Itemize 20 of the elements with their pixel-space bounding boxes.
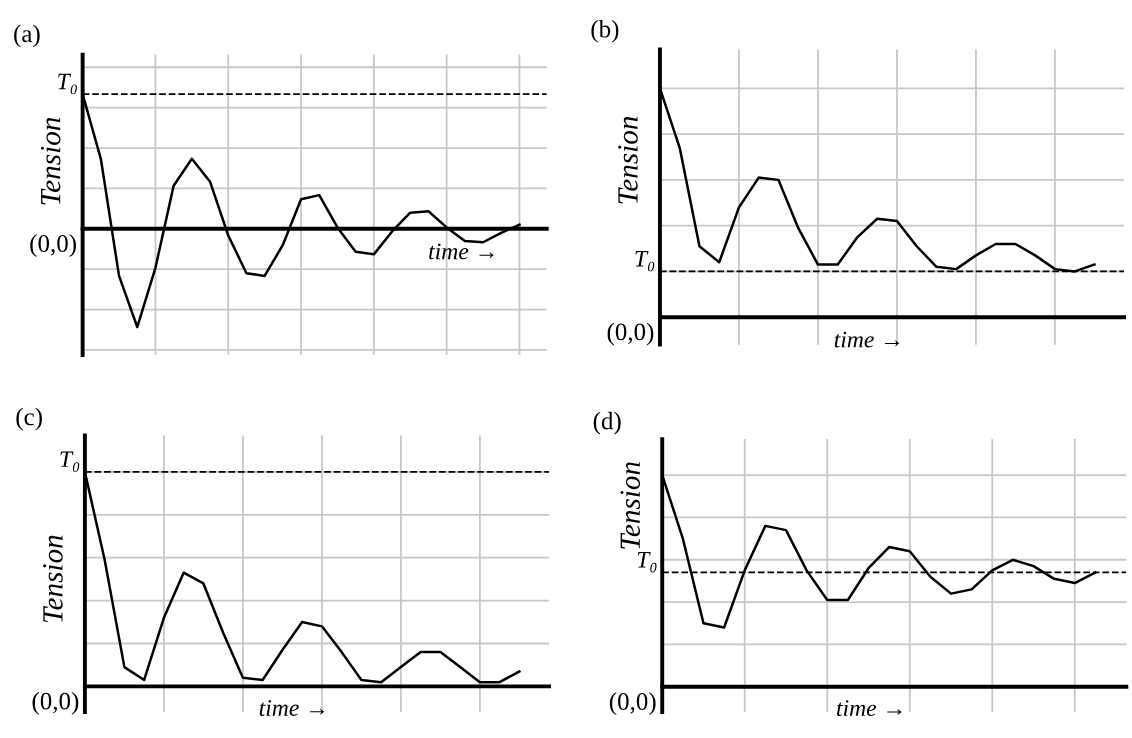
annotation: time → (429, 243, 494, 260)
text: time → (259, 700, 325, 716)
chart-title: (b) (591, 19, 619, 43)
ref-line-label: T₀ (58, 73, 77, 95)
text: (0,0) (609, 692, 656, 715)
chart-title: (a) (14, 24, 40, 48)
text: time → (834, 331, 900, 348)
text: (0,0) (607, 322, 654, 346)
ref-line-label: T₀ (60, 451, 80, 472)
text: (0,0) (30, 234, 76, 258)
chart-title: (c) (16, 407, 42, 431)
text: (0,0) (32, 691, 79, 715)
y-axis-title: Tension (618, 116, 638, 204)
ref-line-label: T₀ (635, 250, 655, 272)
y-axis-title: Tension (43, 535, 63, 623)
ref-line-label: T₀ (637, 551, 657, 573)
text: time → (837, 700, 902, 717)
y-axis-title: Tension (620, 462, 641, 549)
y-axis-title: Tension (40, 117, 61, 205)
chart-title: (d) (593, 411, 621, 435)
